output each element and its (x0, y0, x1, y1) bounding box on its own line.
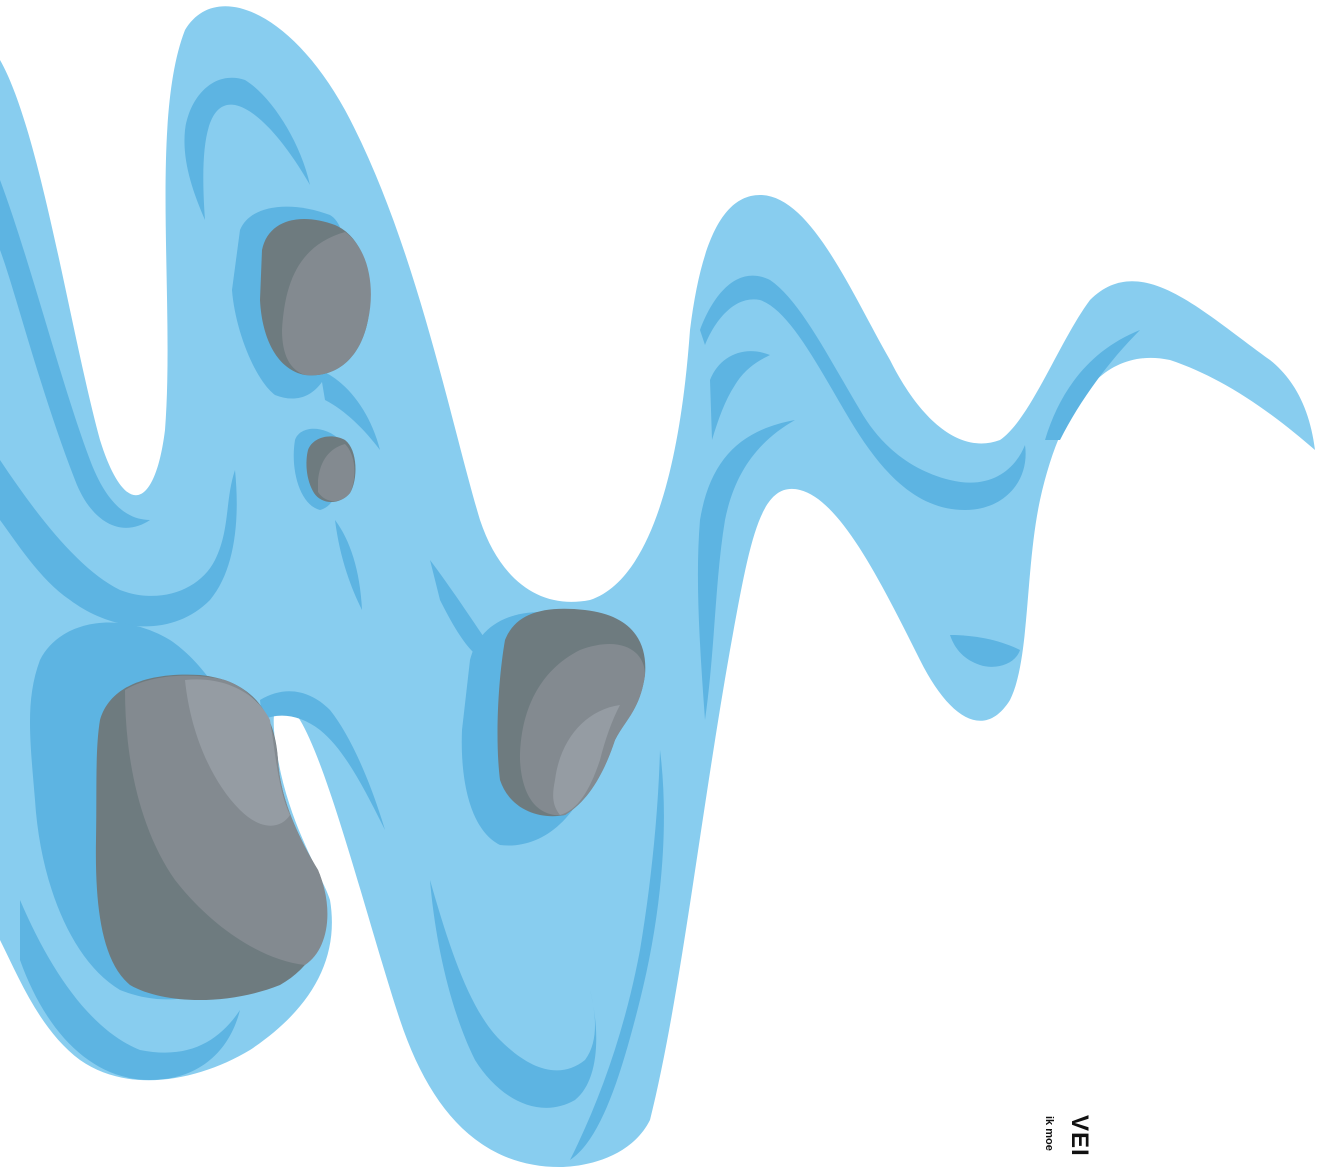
rock-top (260, 218, 371, 376)
poster-text-block: VEI ik moe (1040, 1115, 1120, 1167)
rock-small (306, 436, 356, 502)
rock-large (95, 674, 328, 1000)
poster-title: VEI (1066, 1115, 1093, 1157)
rock-middle (497, 608, 646, 817)
poster-subtitle: ik moe (1043, 1116, 1055, 1151)
